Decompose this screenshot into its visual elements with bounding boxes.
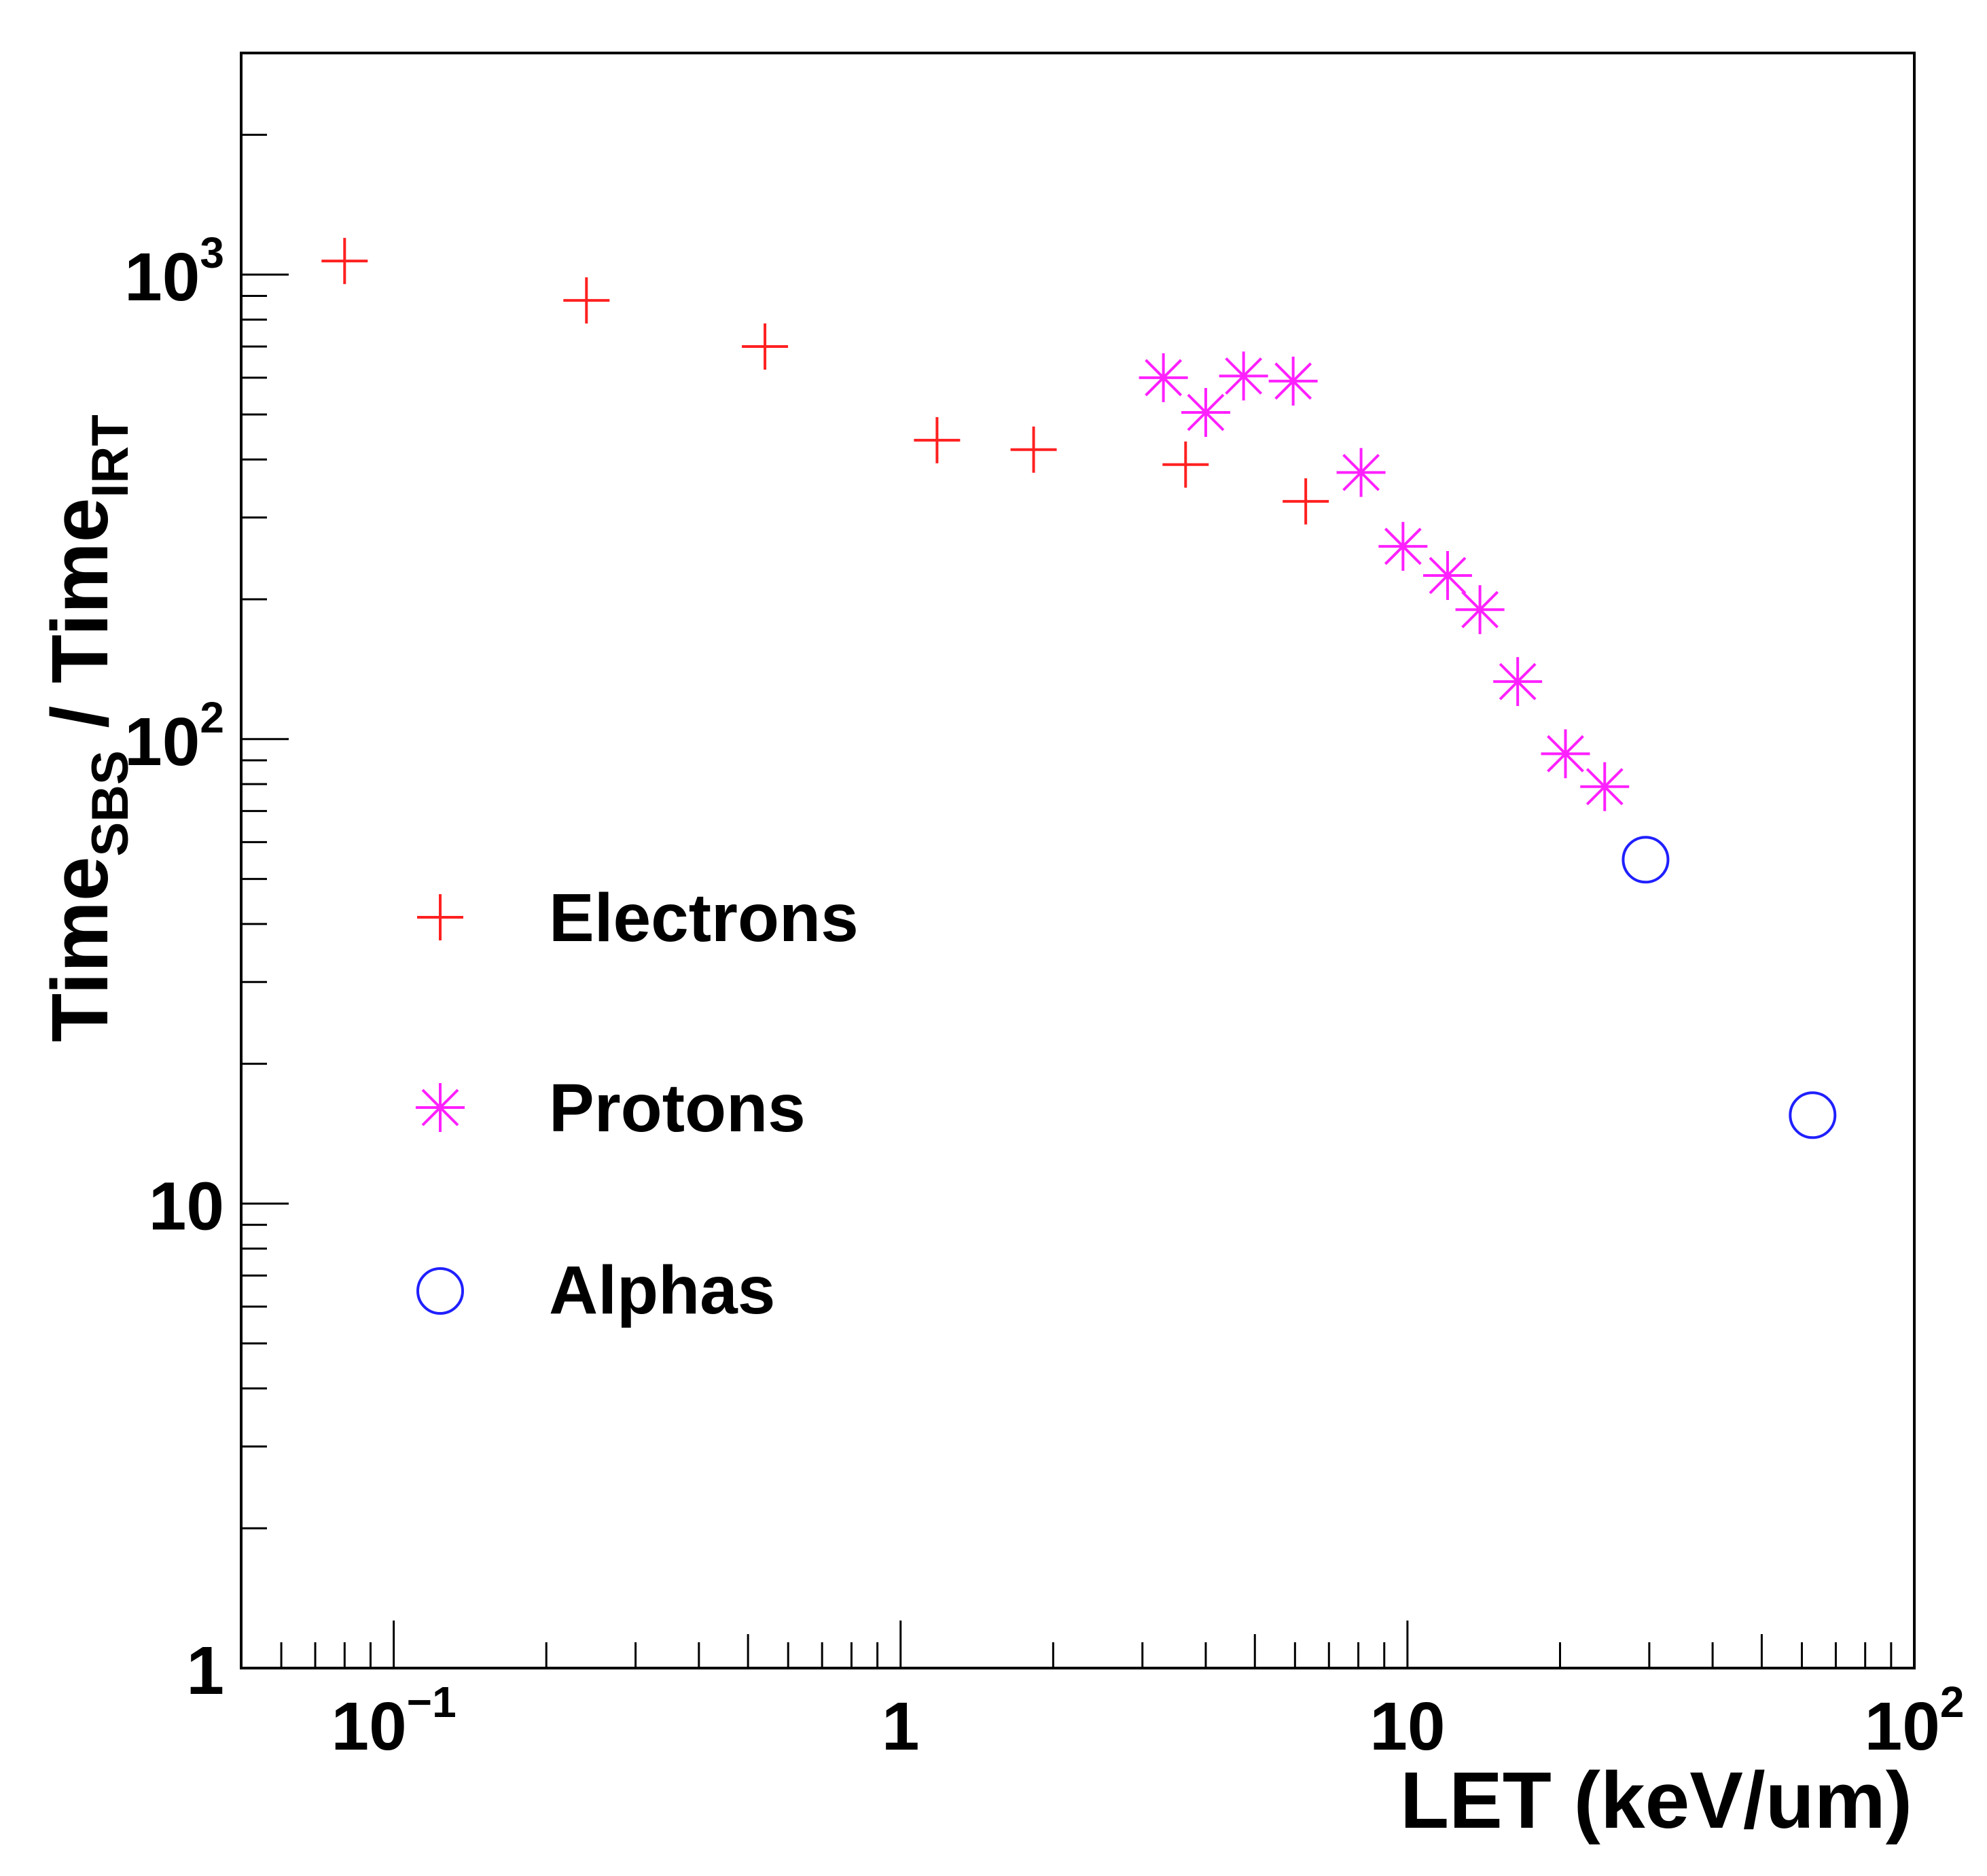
x-tick-labels: 10−1 1 10 102 [332, 1678, 1965, 1765]
y-tick-label: 1 [186, 1633, 224, 1709]
legend-marker-protons [416, 1083, 465, 1132]
legend-marker-electrons [417, 894, 463, 940]
legend-label-alphas: Alphas [549, 1252, 775, 1328]
x-tick-label: 102 [1865, 1678, 1965, 1765]
plot-frame [240, 52, 1916, 1669]
data-point-electrons [914, 417, 961, 463]
data-point-protons [1541, 729, 1590, 779]
legend-label-electrons: Electrons [549, 880, 859, 956]
data-point-protons [1378, 522, 1428, 571]
x-minor-ticks [240, 1621, 1916, 1668]
y-tick-label: 102 [124, 693, 224, 780]
data-point-protons [1455, 585, 1505, 635]
y-tick-labels: 1 10 102 103 [124, 228, 224, 1709]
y-tick-label: 103 [124, 228, 224, 315]
legend-marker-alphas [416, 1267, 464, 1315]
data-point-alphas [1789, 1091, 1837, 1139]
x-tick-label: 1 [882, 1688, 920, 1765]
y-tick-label: 10 [149, 1168, 224, 1244]
data-point-protons [1181, 387, 1230, 437]
data-point-electrons [1010, 426, 1057, 473]
legend: Electrons Protons Alphas [416, 880, 859, 1328]
data-point-electrons [563, 277, 610, 324]
data-point-electrons [321, 238, 368, 285]
y-axis-label: TimeSBS / TimeIRT [35, 414, 139, 1042]
data-point-electrons [742, 323, 789, 370]
data-point-electrons [1283, 478, 1329, 525]
x-tick-label: 10−1 [332, 1678, 457, 1765]
data-point-protons [1580, 762, 1630, 811]
data-point-protons [1493, 657, 1543, 707]
data-point-protons [1422, 551, 1472, 601]
data-point-protons [1219, 351, 1268, 401]
x-axis-label: LET (keV/um) [1400, 1756, 1912, 1845]
y-minor-ticks [241, 52, 289, 1669]
data-point-protons [1336, 448, 1386, 497]
data-point-protons [1139, 353, 1188, 402]
data-point-protons [1268, 356, 1318, 406]
data-marks [321, 238, 1837, 1139]
data-point-alphas [1622, 836, 1670, 884]
legend-label-protons: Protons [549, 1070, 806, 1146]
x-tick-label: 10 [1370, 1688, 1445, 1765]
data-point-electrons [1162, 441, 1209, 488]
